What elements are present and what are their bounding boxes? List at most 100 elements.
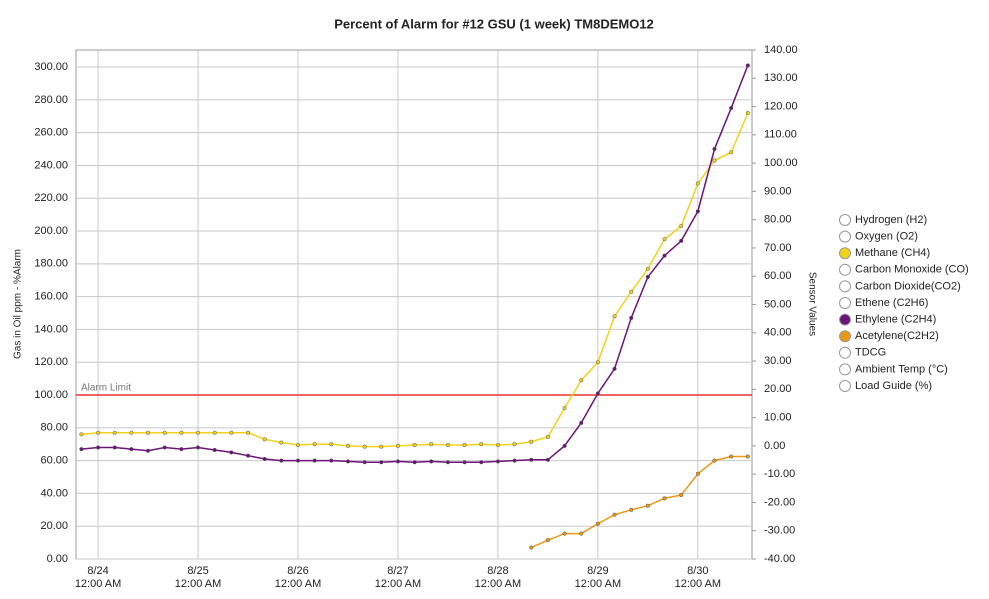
data-point — [679, 224, 684, 229]
data-point — [529, 545, 534, 550]
data-point — [495, 459, 500, 464]
legend-label: Hydrogen (H2) — [855, 214, 927, 226]
data-point — [662, 496, 667, 501]
y2-tick-label: -30.00 — [764, 525, 795, 537]
data-point — [229, 430, 234, 435]
y2-tick-label: 10.00 — [764, 412, 792, 424]
data-point — [579, 420, 584, 425]
y-tick-label: 160.00 — [34, 291, 68, 303]
data-point — [595, 521, 600, 526]
data-point — [129, 430, 134, 435]
y-tick-label: 200.00 — [34, 225, 68, 237]
legend-label: Methane (CH4) — [855, 247, 930, 259]
data-point — [295, 442, 301, 448]
data-point — [295, 458, 301, 463]
data-point — [245, 453, 251, 458]
legend-label: Carbon Monoxide (CO) — [855, 264, 969, 276]
data-point — [612, 366, 617, 371]
y-tick-label: 60.00 — [40, 455, 68, 467]
data-point — [545, 434, 550, 439]
y-tick-label: 180.00 — [34, 258, 68, 270]
data-point — [112, 430, 117, 435]
data-point — [412, 460, 417, 465]
x-tick-label: 8/24 12:00 AM — [74, 565, 122, 590]
y2-tick-label: 80.00 — [764, 214, 792, 226]
data-point — [429, 459, 434, 464]
legend-swatch — [839, 247, 851, 260]
data-point — [345, 443, 351, 448]
y2-tick-label: 120.00 — [764, 100, 798, 112]
y2-tick-label: 60.00 — [764, 270, 792, 282]
y-tick-label: 280.00 — [34, 94, 68, 106]
data-point — [529, 457, 534, 462]
data-point — [379, 460, 384, 465]
data-point — [612, 512, 617, 517]
data-point — [695, 471, 700, 476]
data-point — [345, 459, 351, 464]
data-point — [112, 445, 117, 450]
data-point — [395, 443, 401, 448]
legend-label: Oxygen (O2) — [855, 231, 918, 243]
data-point — [429, 442, 434, 447]
legend-label: Carbon Dioxide(CO2) — [855, 280, 961, 292]
data-point — [695, 181, 700, 186]
data-point — [146, 430, 151, 435]
data-point — [395, 459, 401, 464]
y2-tick-label: 0.00 — [764, 440, 785, 452]
data-point — [662, 253, 667, 258]
y2-tick-label: 110.00 — [764, 129, 797, 141]
data-point — [279, 440, 284, 445]
data-point — [245, 430, 251, 435]
data-point — [729, 454, 734, 459]
data-point — [529, 439, 534, 444]
data-point — [695, 209, 700, 214]
data-point — [362, 460, 367, 465]
data-point — [629, 507, 634, 512]
x-tick-label: 8/27 12:00 AM — [374, 565, 422, 590]
legend-swatch — [839, 330, 851, 343]
data-point — [545, 538, 550, 543]
legend-swatch — [839, 230, 851, 243]
data-point — [629, 315, 634, 320]
x-tick-label: 8/25 12:00 AM — [174, 565, 222, 590]
data-point — [179, 447, 184, 452]
data-point — [312, 458, 317, 463]
legend-label: Ethylene (C2H4) — [855, 314, 936, 326]
legend-swatch — [839, 346, 851, 359]
data-point — [562, 406, 567, 411]
data-point — [745, 110, 750, 116]
chart-title: Percent of Alarm for #12 GSU (1 week) TM… — [334, 16, 654, 31]
data-point — [729, 105, 734, 111]
y-tick-label: 240.00 — [34, 159, 68, 171]
data-point — [212, 430, 217, 435]
legend-swatch — [839, 363, 851, 376]
y2-tick-label: -40.00 — [764, 553, 795, 565]
data-point — [96, 445, 101, 450]
legend-label: Ethene (C2H6) — [855, 297, 928, 309]
data-point — [79, 447, 84, 452]
data-point — [129, 447, 134, 452]
data-point — [195, 445, 201, 450]
data-point — [679, 238, 684, 243]
data-point — [612, 314, 617, 319]
data-point — [645, 274, 650, 280]
x-tick-label: 8/29 12:00 AM — [574, 565, 622, 590]
data-point — [146, 448, 151, 453]
y-tick-label: 40.00 — [40, 487, 68, 499]
y2-tick-label: 30.00 — [764, 355, 792, 367]
y-tick-label: 140.00 — [34, 323, 68, 335]
data-point — [212, 447, 217, 453]
data-point — [445, 442, 450, 448]
data-point — [562, 443, 567, 448]
data-point — [479, 442, 484, 447]
y2-tick-label: -10.00 — [764, 468, 795, 480]
data-point — [329, 442, 334, 447]
data-point — [645, 266, 650, 271]
data-point — [545, 457, 550, 462]
y2-tick-label: 100.00 — [764, 157, 798, 169]
y-axis-label: Gas in Oil ppm - %Alarm — [13, 249, 24, 359]
legend-swatch — [839, 380, 851, 392]
data-point — [579, 531, 584, 536]
